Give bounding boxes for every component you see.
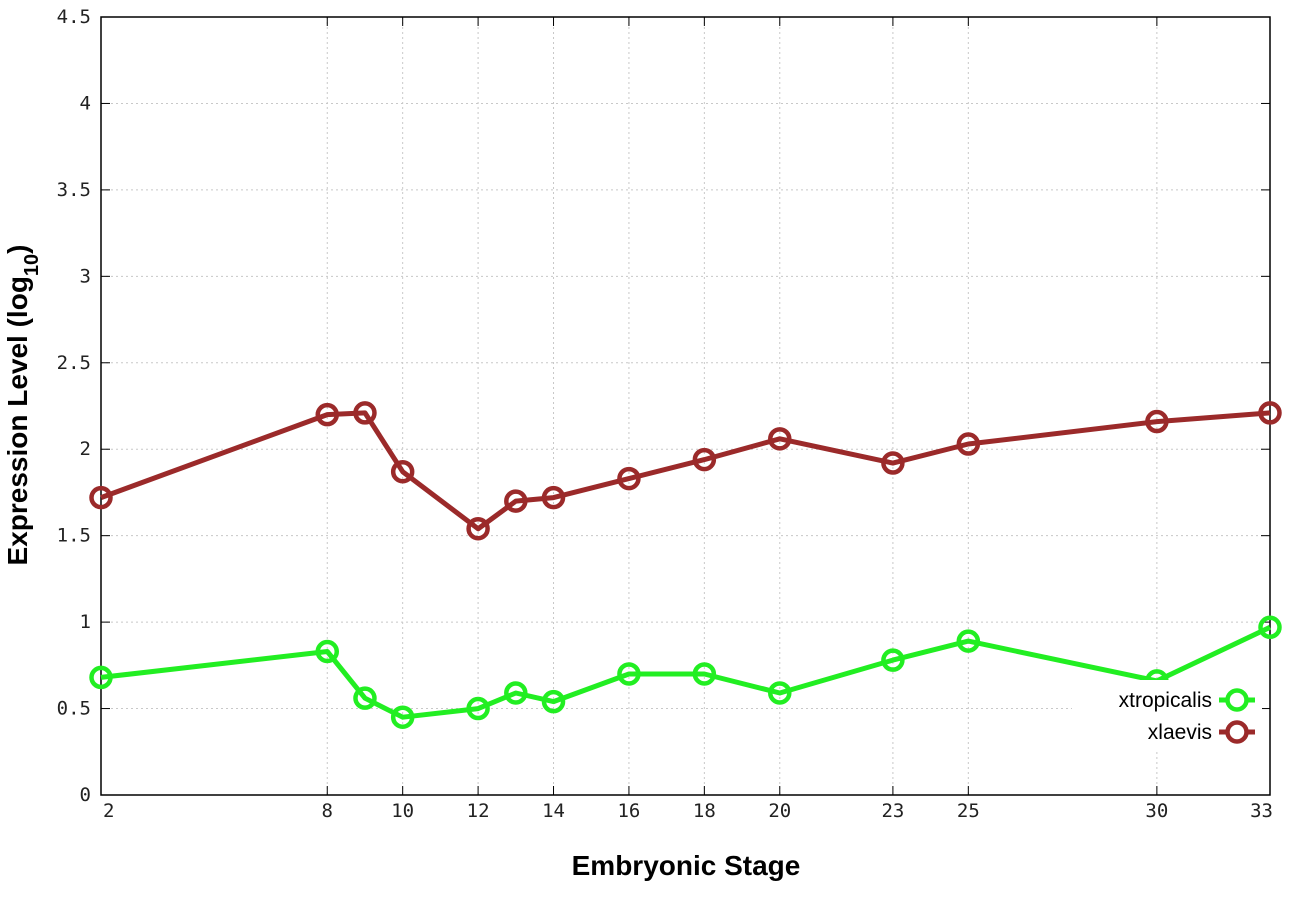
data-point-xlaevis bbox=[956, 432, 981, 456]
y-tick-label: 3.5 bbox=[57, 179, 91, 201]
data-point-xlaevis bbox=[1145, 409, 1169, 434]
data-point-xtropicalis bbox=[1258, 615, 1282, 640]
x-tick-label: 30 bbox=[1145, 800, 1168, 822]
x-tick-label: 25 bbox=[957, 800, 980, 822]
data-point-xlaevis bbox=[466, 517, 490, 541]
y-axis-title: Expression Level (log10) bbox=[2, 245, 43, 566]
data-point-xtropicalis bbox=[768, 681, 792, 705]
y-tick-label: 1 bbox=[80, 611, 91, 633]
x-tick-label: 16 bbox=[617, 800, 640, 822]
x-tick-label: 33 bbox=[1250, 800, 1273, 822]
data-point-xlaevis bbox=[89, 485, 113, 510]
data-point-xlaevis bbox=[353, 401, 377, 425]
data-point-xlaevis bbox=[881, 451, 905, 475]
x-tick-label: 10 bbox=[391, 800, 414, 822]
data-point-xtropicalis bbox=[353, 686, 377, 710]
legend-marker bbox=[1225, 688, 1249, 712]
data-point-xlaevis bbox=[390, 459, 415, 484]
data-point-xlaevis bbox=[541, 485, 566, 510]
data-point-xlaevis bbox=[617, 466, 641, 491]
data-point-xtropicalis bbox=[881, 648, 905, 672]
data-point-xtropicalis bbox=[692, 662, 717, 686]
legend: xtropicalis xlaevis bbox=[1072, 680, 1262, 750]
tick-labels: 0 0.5 1 1.5 2 2.5 3 3.5 4 4.5 2 8 10 12 14 16 18 20 23 25 30… bbox=[57, 6, 1273, 822]
y-tick-label: 0 bbox=[80, 784, 91, 806]
legend-label: xlaevis bbox=[1148, 721, 1212, 744]
x-tick-label: 8 bbox=[322, 800, 333, 822]
x-tick-label: 20 bbox=[768, 800, 791, 822]
y-tick-label: 2.5 bbox=[57, 352, 91, 374]
data-point-xtropicalis bbox=[466, 696, 490, 721]
x-tick-label: 2 bbox=[103, 800, 114, 822]
x-tick-label: 18 bbox=[693, 800, 716, 822]
data-point-xtropicalis bbox=[89, 665, 113, 690]
data-point-xtropicalis bbox=[390, 705, 415, 729]
legend-item-xtropicalis: xtropicalis bbox=[1119, 688, 1255, 712]
data-point-xtropicalis bbox=[315, 639, 340, 664]
data-point-xlaevis bbox=[504, 489, 528, 513]
y-tick-label: 0.5 bbox=[57, 698, 91, 720]
y-tick-label: 3 bbox=[80, 265, 91, 287]
data-point-xlaevis bbox=[768, 427, 792, 451]
legend-label: xtropicalis bbox=[1119, 689, 1212, 712]
x-tick-label: 12 bbox=[467, 800, 490, 822]
x-tick-label: 23 bbox=[881, 800, 904, 822]
series-xlaevis bbox=[89, 401, 1282, 541]
y-tick-label: 4 bbox=[80, 92, 91, 114]
legend-marker bbox=[1225, 720, 1249, 744]
series-line-xlaevis bbox=[100, 410, 1271, 532]
y-tick-label: 4.5 bbox=[57, 6, 91, 28]
legend-item-xlaevis: xlaevis bbox=[1148, 720, 1255, 744]
y-tick-label: 2 bbox=[80, 438, 91, 460]
plot-frame bbox=[100, 16, 1271, 796]
series-group bbox=[89, 401, 1282, 729]
data-point-xlaevis bbox=[315, 402, 340, 427]
x-tick-label: 14 bbox=[542, 800, 565, 822]
y-tick-label: 1.5 bbox=[57, 525, 91, 547]
x-axis-title: Embryonic Stage bbox=[572, 850, 801, 881]
series-line-xtropicalis bbox=[100, 625, 1272, 720]
data-point-xlaevis bbox=[1258, 401, 1282, 425]
data-point-xtropicalis bbox=[956, 629, 981, 653]
data-point-xtropicalis bbox=[617, 662, 641, 686]
data-point-xtropicalis bbox=[541, 689, 566, 714]
data-point-xlaevis bbox=[692, 447, 717, 472]
data-point-xtropicalis bbox=[504, 681, 528, 705]
axis-ticks bbox=[100, 16, 1271, 796]
grid-lines bbox=[101, 17, 1270, 795]
